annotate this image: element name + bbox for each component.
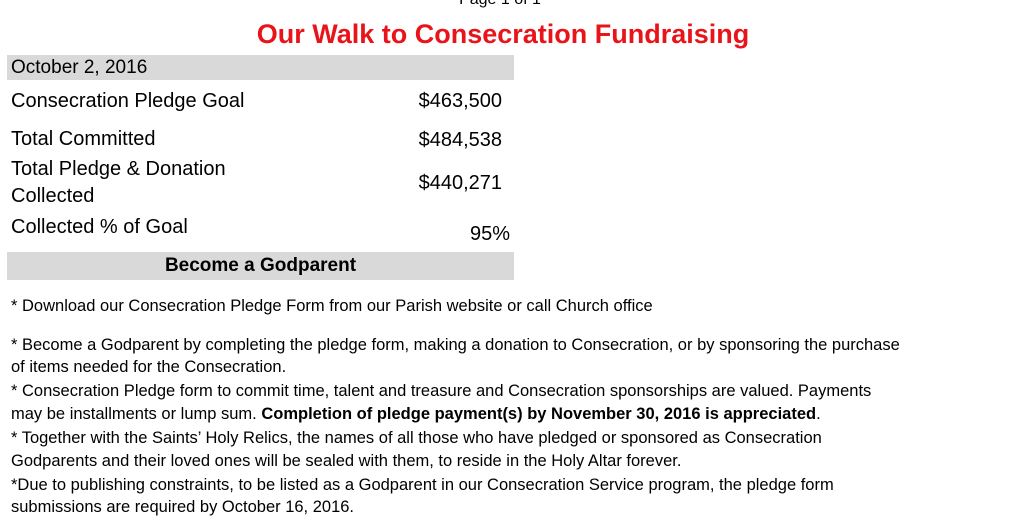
note-deadline-line1: *Due to publishing constraints, to be li… bbox=[11, 476, 834, 494]
collected-percent-label: Collected % of Goal bbox=[11, 216, 188, 238]
total-committed-value: $484,538 bbox=[418, 129, 502, 151]
pledge-goal-value: $463,500 bbox=[418, 90, 502, 112]
note-commit-line1: * Consecration Pledge form to commit tim… bbox=[11, 382, 872, 400]
note-relics-line2: Godparents and their loved ones will be … bbox=[11, 452, 682, 470]
note-deadline-line2: submissions are required by October 16, … bbox=[11, 498, 355, 516]
note-become-line2: of items needed for the Consecration. bbox=[11, 358, 287, 376]
note-become-line1: * Become a Godparent by completing the p… bbox=[11, 336, 900, 354]
note-download: * Download our Consecration Pledge Form … bbox=[11, 297, 653, 315]
pledge-goal-label: Consecration Pledge Goal bbox=[11, 90, 245, 112]
total-collected-value: $440,271 bbox=[418, 172, 502, 194]
date-bar: October 2, 2016 bbox=[7, 55, 514, 80]
total-committed-label: Total Committed bbox=[11, 128, 156, 150]
collected-percent-value: 95% bbox=[469, 223, 510, 245]
page-number: Page 1 of 1 bbox=[0, 0, 1000, 9]
note-commit-period: . bbox=[816, 405, 821, 423]
section-heading: Become a Godparent bbox=[7, 252, 514, 280]
note-commit-plain: may be installments or lump sum. bbox=[11, 405, 262, 423]
total-collected-label-line2: Collected bbox=[11, 185, 95, 207]
report-date: October 2, 2016 bbox=[11, 57, 148, 78]
note-commit-line2: may be installments or lump sum. Complet… bbox=[11, 403, 1011, 426]
page-title: Our Walk to Consecration Fundraising bbox=[256, 19, 750, 49]
note-relics-line1: * Together with the Saints’ Holy Relics,… bbox=[11, 429, 822, 447]
total-collected-label-line1: Total Pledge & Donation bbox=[11, 158, 226, 180]
note-commit-deadline: Completion of pledge payment(s) by Novem… bbox=[261, 405, 817, 423]
